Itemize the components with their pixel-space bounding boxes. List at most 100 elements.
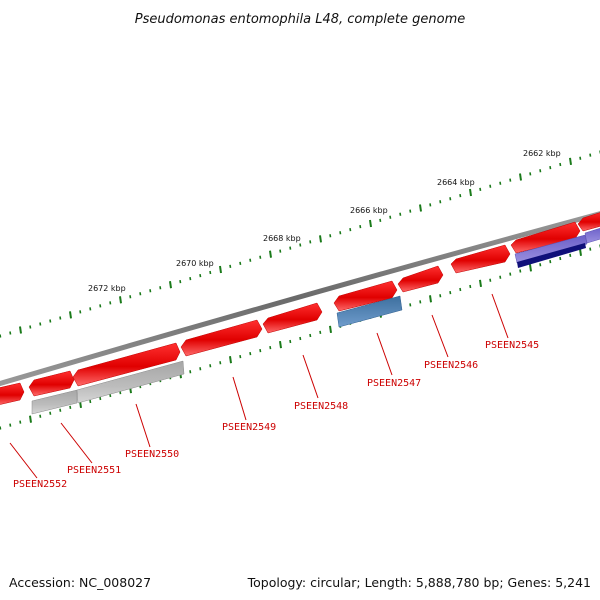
minor-tick xyxy=(239,354,242,359)
reverse-strand-genes xyxy=(31,227,600,415)
major-tick xyxy=(369,219,372,228)
minor-tick xyxy=(549,259,552,264)
gene-bar-blue[interactable] xyxy=(336,295,403,328)
minor-tick xyxy=(479,187,482,192)
minor-tick xyxy=(319,330,322,335)
minor-tick xyxy=(499,275,502,279)
minor-tick xyxy=(489,278,492,282)
gene-bar-navy[interactable] xyxy=(517,243,586,268)
minor-tick xyxy=(419,300,422,304)
gene-label-pseen2551[interactable]: PSEEN2551 xyxy=(67,465,121,476)
leader-line xyxy=(232,376,247,421)
minor-tick xyxy=(519,269,522,273)
major-tick xyxy=(279,340,282,349)
label-leaders xyxy=(9,293,509,479)
gene-arrow[interactable] xyxy=(180,319,263,357)
major-tick xyxy=(469,188,472,197)
gene-arrow[interactable] xyxy=(72,342,181,387)
gene-arrow[interactable] xyxy=(450,244,511,274)
gene-label-pseen2550[interactable]: PSEEN2550 xyxy=(125,449,179,460)
minor-tick xyxy=(379,218,382,223)
minor-tick xyxy=(509,178,512,182)
gene-bar-purple[interactable] xyxy=(584,227,600,244)
gene-label-pseen2545[interactable]: PSEEN2545 xyxy=(485,340,539,351)
minor-tick xyxy=(509,272,512,276)
minor-tick xyxy=(309,240,312,244)
gene-bar-gray[interactable] xyxy=(76,360,185,404)
minor-tick xyxy=(39,322,42,326)
major-tick xyxy=(329,325,332,334)
minor-tick xyxy=(189,370,192,374)
gene-arrow[interactable] xyxy=(28,370,75,397)
minor-tick xyxy=(449,290,452,295)
major-tick xyxy=(119,296,122,304)
minor-tick xyxy=(149,289,152,293)
gene-label-pseen2552[interactable]: PSEEN2552 xyxy=(13,479,67,490)
minor-tick xyxy=(409,303,412,307)
minor-tick xyxy=(69,405,72,410)
minor-tick xyxy=(19,420,22,424)
minor-tick xyxy=(139,292,142,296)
minor-tick xyxy=(29,325,32,329)
leader-line xyxy=(376,332,393,376)
minor-tick xyxy=(589,153,592,157)
minor-tick xyxy=(299,243,302,247)
major-tick xyxy=(229,356,232,364)
minor-tick xyxy=(559,256,562,261)
gene-label-pseen2549[interactable]: PSEEN2549 xyxy=(222,422,276,433)
minor-tick xyxy=(409,209,412,213)
minor-tick xyxy=(429,203,432,207)
minor-tick xyxy=(229,264,232,269)
minor-tick xyxy=(279,249,282,253)
minor-tick xyxy=(299,336,302,341)
major-tick xyxy=(419,204,422,212)
gene-label-pseen2548[interactable]: PSEEN2548 xyxy=(294,401,348,412)
minor-tick xyxy=(459,287,462,292)
minor-tick xyxy=(459,193,462,198)
gene-bar-purple[interactable] xyxy=(514,234,588,264)
leader-line xyxy=(9,442,38,479)
inner-scale-ticks xyxy=(0,244,600,430)
major-tick xyxy=(319,235,322,243)
genome-summary-text: Topology: circular; Length: 5,888,780 bp… xyxy=(247,575,591,590)
minor-tick xyxy=(129,295,132,299)
minor-tick xyxy=(99,304,102,308)
minor-tick xyxy=(289,246,292,250)
accession-text: Accession: NC_008027 xyxy=(9,575,151,590)
minor-tick xyxy=(59,316,62,320)
minor-tick xyxy=(539,169,542,173)
minor-tick xyxy=(259,348,262,353)
minor-tick xyxy=(449,197,452,201)
minor-tick xyxy=(39,414,42,418)
gene-arrow[interactable] xyxy=(577,211,600,232)
minor-tick xyxy=(179,279,182,284)
minor-tick xyxy=(49,319,52,323)
minor-tick xyxy=(0,426,2,430)
minor-tick xyxy=(219,361,222,365)
minor-tick xyxy=(189,276,192,281)
minor-tick xyxy=(109,393,112,398)
minor-tick xyxy=(199,367,202,371)
minor-tick xyxy=(439,294,442,298)
leader-line xyxy=(135,403,151,448)
major-tick xyxy=(29,415,32,423)
gene-arrow[interactable] xyxy=(397,265,444,293)
major-tick xyxy=(19,326,22,334)
minor-tick xyxy=(109,301,112,305)
leader-line xyxy=(60,422,93,464)
gene-bar-gray[interactable] xyxy=(31,389,78,415)
scale-label-2666: 2666 kbp xyxy=(350,206,388,215)
minor-tick xyxy=(469,284,472,289)
major-tick xyxy=(429,295,432,303)
gene-arrow[interactable] xyxy=(262,302,323,334)
leader-line xyxy=(431,314,449,358)
minor-tick xyxy=(59,408,62,412)
minor-tick xyxy=(159,286,162,290)
gene-label-pseen2547[interactable]: PSEEN2547 xyxy=(367,378,421,389)
scale-label-2670: 2670 kbp xyxy=(176,259,214,268)
minor-tick xyxy=(529,172,532,176)
gene-label-pseen2546[interactable]: PSEEN2546 xyxy=(424,360,478,371)
minor-tick xyxy=(99,396,102,401)
minor-tick xyxy=(49,411,52,415)
gene-arrow[interactable] xyxy=(0,382,25,405)
